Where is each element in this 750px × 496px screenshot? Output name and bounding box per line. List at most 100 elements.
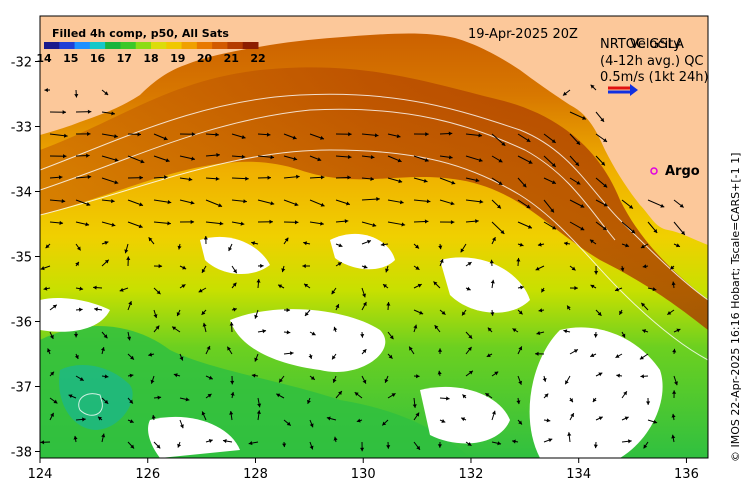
velocity-arrowhead	[478, 158, 483, 163]
velocity-arrowhead	[437, 444, 442, 448]
velocity-arrowhead	[173, 373, 178, 378]
velocity-arrowhead	[619, 310, 623, 315]
velocity-arrowhead	[367, 239, 371, 244]
velocity-arrowhead	[439, 259, 444, 263]
velocity-arrowhead	[603, 202, 608, 207]
colorbar-label: 21	[224, 52, 239, 65]
y-tick-label: -33	[11, 121, 32, 136]
velocity-arrowhead	[229, 322, 234, 326]
cool-water-patch	[40, 326, 470, 458]
y-tick-label: -37	[11, 381, 32, 396]
x-tick-label: 128	[243, 467, 268, 482]
velocity-arrowhead	[76, 246, 81, 251]
velocity-arrowhead	[53, 399, 58, 404]
velocity-arrowhead	[446, 396, 450, 401]
velocity-arrowhead	[546, 418, 551, 423]
velocity-arrowhead	[347, 175, 351, 180]
velocity-arrowhead	[396, 134, 401, 139]
velocity-arrowhead	[104, 399, 109, 404]
velocity-arrowhead	[308, 355, 313, 359]
cool-core-patch	[59, 365, 133, 430]
colorbar-swatch	[105, 42, 121, 49]
velocity-arrowhead	[198, 288, 203, 293]
velocity-arrowhead	[399, 200, 404, 205]
velocity-arrowhead	[362, 301, 367, 306]
velocity-arrowhead	[62, 110, 67, 115]
velocity-arrowhead	[569, 398, 573, 403]
velocity-arrowhead	[461, 417, 466, 422]
velocity-arrowhead	[433, 281, 438, 286]
velocity-arrowhead	[466, 286, 471, 291]
velocity-arrowhead	[674, 381, 678, 386]
velocity-arrowhead	[163, 136, 168, 141]
velocity-arrowhead	[487, 327, 492, 332]
velocity-arrowhead	[416, 445, 420, 450]
velocity-arrowhead	[485, 393, 490, 397]
velocity-arrowhead	[257, 403, 262, 408]
velocity-arrowhead	[309, 445, 314, 450]
velocity-arrowhead	[304, 283, 309, 288]
velocity-arrowhead	[642, 329, 647, 334]
velocity-arrowhead	[284, 237, 289, 242]
velocity-arrowhead	[320, 221, 324, 226]
velocity-arrowhead	[59, 220, 64, 225]
velocity-arrowhead	[354, 392, 359, 397]
velocity-arrowhead	[44, 88, 48, 93]
velocity-arrowhead	[468, 370, 473, 375]
y-axis: -32 -33 -34 -35 -36 -37 -38	[11, 56, 40, 461]
velocity-arrowhead	[679, 203, 684, 208]
velocity-arrowhead	[670, 265, 675, 270]
colorbar-label: 17	[117, 52, 132, 65]
y-tick-label: -36	[11, 316, 32, 331]
colorbar-swatch	[227, 42, 244, 49]
velocity-arrowhead	[292, 135, 297, 140]
velocity-arrowhead	[208, 439, 213, 443]
velocity-arrowhead	[593, 444, 598, 449]
velocity-arrowhead	[397, 158, 402, 163]
colorbar-swatch	[59, 42, 76, 49]
velocity-arrowhead	[601, 161, 605, 166]
velocity-arrowhead	[603, 138, 608, 142]
velocity-arrowhead	[415, 412, 420, 417]
velocity-arrowhead	[512, 439, 516, 444]
velocity-arrowhead	[276, 393, 281, 398]
velocity-arrowhead	[672, 348, 677, 353]
velocity-arrowhead	[119, 287, 124, 292]
velocity-arrowhead	[671, 281, 676, 286]
velocity-arrowhead	[201, 310, 206, 315]
velocity-arrowhead	[631, 229, 636, 234]
velocity-arrowhead	[386, 445, 391, 449]
velocity-arrowhead	[216, 153, 220, 158]
velocity-arrowhead	[580, 203, 585, 208]
velocity-arrowhead	[624, 416, 629, 421]
velocity-arrowhead	[541, 288, 545, 293]
velocity-arrowhead	[201, 411, 206, 416]
velocity-arrowhead	[494, 371, 499, 376]
velocity-arrowhead	[104, 240, 109, 245]
velocity-arrowhead	[552, 225, 557, 230]
colorbar-label: 18	[143, 52, 158, 65]
velocity-arrowhead	[75, 261, 79, 266]
velocity-arrowhead	[148, 352, 153, 357]
velocity-arrowhead	[85, 222, 90, 227]
velocity-arrowhead	[438, 245, 443, 250]
velocity-arrowhead	[551, 163, 556, 167]
velocity-arrowhead	[167, 221, 171, 226]
velocity-arrowhead	[600, 117, 605, 122]
velocity-arrowhead	[551, 139, 556, 143]
velocity-arrowhead	[219, 221, 224, 226]
velocity-arrowhead	[137, 132, 142, 137]
velocity-arrowhead	[538, 308, 543, 313]
velocity-arrowhead	[94, 307, 98, 312]
velocity-arrowhead	[260, 263, 264, 268]
velocity-arrowhead	[74, 354, 79, 359]
velocity-arrowhead	[206, 345, 211, 350]
velocity-arrowhead	[419, 310, 424, 315]
legend-arrow-icon	[608, 84, 638, 96]
velocity-arrowhead	[68, 394, 73, 399]
velocity-arrowhead	[191, 132, 196, 137]
velocity-arrowhead	[467, 262, 472, 266]
velocity-arrowhead	[518, 346, 523, 351]
velocity-arrowhead	[73, 333, 79, 338]
plot-area	[40, 16, 708, 458]
